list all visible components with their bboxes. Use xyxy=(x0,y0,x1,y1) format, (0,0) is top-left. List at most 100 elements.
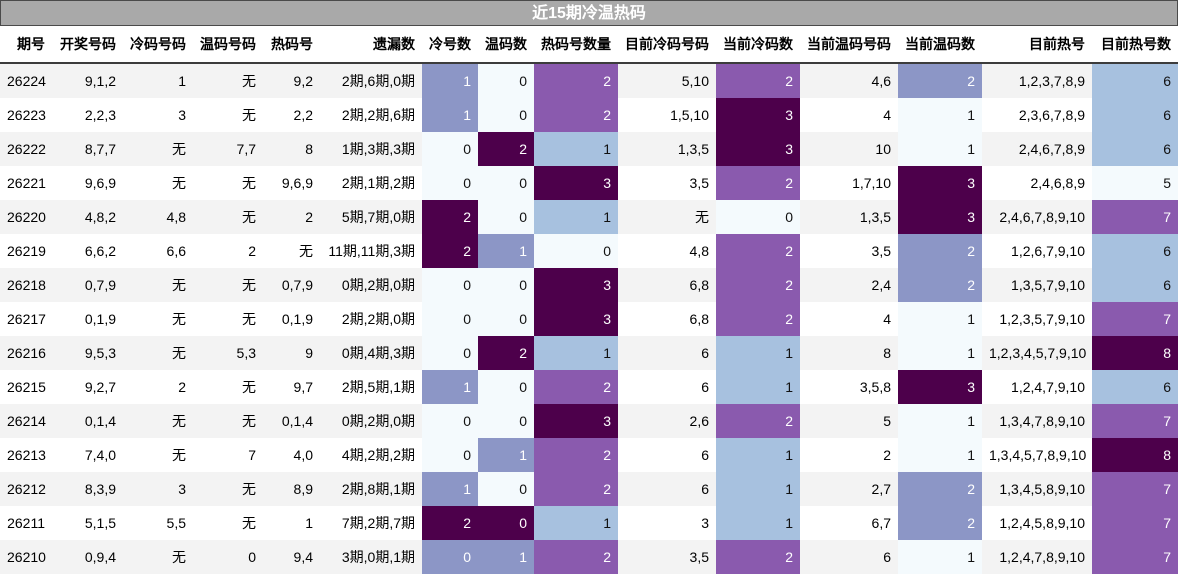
cell-warm-count: 0 xyxy=(478,166,534,200)
cell-period: 26224 xyxy=(0,63,52,98)
cell-current-warm-count: 3 xyxy=(898,166,982,200)
cell-current-hot-numbers: 1,2,3,4,5,7,9,10 xyxy=(982,336,1092,370)
cell-warm-count: 1 xyxy=(478,234,534,268)
cell-current-cold-count: 0 xyxy=(716,200,800,234)
cell-missing-count: 1期,3期,3期 xyxy=(320,132,422,166)
cell-cold-count: 0 xyxy=(422,166,478,200)
cell-current-hot-count: 5 xyxy=(1092,166,1178,200)
cell-warm-count: 0 xyxy=(478,200,534,234)
cell-cold-count: 0 xyxy=(422,404,478,438)
cell-warm-count: 1 xyxy=(478,438,534,472)
cell-missing-count: 4期,2期,2期 xyxy=(320,438,422,472)
cell-hot-count: 1 xyxy=(534,132,618,166)
header-hot-numbers: 热码号 xyxy=(263,26,320,64)
cell-current-cold-numbers: 5,10 xyxy=(618,63,716,98)
cell-draw-numbers: 7,4,0 xyxy=(52,438,123,472)
cell-current-warm-numbers: 5 xyxy=(800,404,898,438)
cell-draw-numbers: 8,7,7 xyxy=(52,132,123,166)
cell-draw-numbers: 9,5,3 xyxy=(52,336,123,370)
cell-current-cold-numbers: 4,8 xyxy=(618,234,716,268)
cell-current-hot-count: 6 xyxy=(1092,370,1178,404)
cell-current-hot-numbers: 2,4,6,7,8,9 xyxy=(982,132,1092,166)
cell-current-cold-count: 2 xyxy=(716,166,800,200)
cell-current-cold-count: 1 xyxy=(716,506,800,540)
cell-cold-numbers: 3 xyxy=(123,98,193,132)
cell-current-cold-count: 2 xyxy=(716,540,800,574)
cell-current-cold-numbers: 无 xyxy=(618,200,716,234)
table-row: 26223 2,2,3 3 无 2,2 2期,2期,6期 1 0 2 1,5,10 3 4 1 2,3,6… xyxy=(0,98,1178,132)
cell-current-hot-count: 8 xyxy=(1092,336,1178,370)
cell-missing-count: 5期,7期,0期 xyxy=(320,200,422,234)
cell-current-warm-count: 3 xyxy=(898,200,982,234)
cell-period: 26223 xyxy=(0,98,52,132)
cell-hot-numbers: 1 xyxy=(263,506,320,540)
cell-current-cold-numbers: 1,3,5 xyxy=(618,132,716,166)
cell-warm-numbers: 5,3 xyxy=(193,336,263,370)
cell-current-warm-count: 2 xyxy=(898,472,982,506)
cell-hot-count: 1 xyxy=(534,336,618,370)
cell-warm-count: 0 xyxy=(478,268,534,302)
cell-current-cold-count: 3 xyxy=(716,132,800,166)
cell-current-hot-numbers: 1,3,5,7,9,10 xyxy=(982,268,1092,302)
cell-period: 26211 xyxy=(0,506,52,540)
cell-current-cold-count: 1 xyxy=(716,438,800,472)
cell-hot-count: 3 xyxy=(534,166,618,200)
cell-hot-count: 2 xyxy=(534,63,618,98)
cell-cold-numbers: 4,8 xyxy=(123,200,193,234)
cell-current-hot-numbers: 1,3,4,5,8,9,10 xyxy=(982,472,1092,506)
cell-current-cold-count: 1 xyxy=(716,370,800,404)
cell-cold-numbers: 无 xyxy=(123,336,193,370)
cell-current-hot-numbers: 2,3,6,7,8,9 xyxy=(982,98,1092,132)
cell-missing-count: 0期,2期,0期 xyxy=(320,404,422,438)
table-row: 26220 4,8,2 4,8 无 2 5期,7期,0期 2 0 1 无 0 1,3,5 3 2,4,6,… xyxy=(0,200,1178,234)
cell-cold-numbers: 2 xyxy=(123,370,193,404)
cell-period: 26214 xyxy=(0,404,52,438)
cell-period: 26217 xyxy=(0,302,52,336)
cell-draw-numbers: 8,3,9 xyxy=(52,472,123,506)
cell-current-cold-count: 2 xyxy=(716,302,800,336)
cell-current-cold-count: 2 xyxy=(716,404,800,438)
cell-warm-count: 2 xyxy=(478,336,534,370)
cell-current-warm-count: 1 xyxy=(898,302,982,336)
cell-cold-numbers: 无 xyxy=(123,166,193,200)
cell-warm-numbers: 无 xyxy=(193,98,263,132)
header-missing-count: 遗漏数 xyxy=(320,26,422,64)
cell-current-warm-numbers: 6,7 xyxy=(800,506,898,540)
cell-current-hot-numbers: 1,3,4,5,7,8,9,10 xyxy=(982,438,1092,472)
cell-warm-numbers: 2 xyxy=(193,234,263,268)
cell-current-hot-count: 8 xyxy=(1092,438,1178,472)
cell-warm-numbers: 无 xyxy=(193,472,263,506)
cell-hot-count: 2 xyxy=(534,540,618,574)
cell-current-cold-numbers: 6 xyxy=(618,370,716,404)
cell-cold-count: 0 xyxy=(422,132,478,166)
header-current-cold-count: 当前冷码数 xyxy=(716,26,800,64)
cell-current-hot-numbers: 1,2,3,5,7,9,10 xyxy=(982,302,1092,336)
cell-hot-numbers: 8 xyxy=(263,132,320,166)
cell-cold-numbers: 6,6 xyxy=(123,234,193,268)
table-row: 26211 5,1,5 5,5 无 1 7期,2期,7期 2 0 1 3 1 6,7 2 1,2,4,5,… xyxy=(0,506,1178,540)
cell-current-cold-numbers: 6,8 xyxy=(618,302,716,336)
cell-current-warm-numbers: 3,5,8 xyxy=(800,370,898,404)
cell-period: 26218 xyxy=(0,268,52,302)
cell-current-warm-numbers: 4 xyxy=(800,302,898,336)
cell-draw-numbers: 4,8,2 xyxy=(52,200,123,234)
cell-draw-numbers: 9,6,9 xyxy=(52,166,123,200)
cell-warm-numbers: 无 xyxy=(193,200,263,234)
cell-warm-numbers: 7 xyxy=(193,438,263,472)
cell-cold-count: 0 xyxy=(422,438,478,472)
cell-draw-numbers: 2,2,3 xyxy=(52,98,123,132)
header-warm-numbers: 温码号码 xyxy=(193,26,263,64)
cell-current-warm-numbers: 2 xyxy=(800,438,898,472)
cell-cold-count: 2 xyxy=(422,506,478,540)
cell-current-warm-count: 1 xyxy=(898,98,982,132)
table-row: 26214 0,1,4 无无 0,1,4 0期,2期,0期 0 0 3 2,6 2 5 1 1,3,4,… xyxy=(0,404,1178,438)
cell-hot-count: 2 xyxy=(534,472,618,506)
cell-draw-numbers: 9,1,2 xyxy=(52,63,123,98)
header-row: 期号 开奖号码 冷码号码 温码号码 热码号 遗漏数 冷号数 温码数 热码号数量 目前冷码号码 当前冷… xyxy=(0,26,1178,64)
cell-current-hot-numbers: 1,2,4,5,8,9,10 xyxy=(982,506,1092,540)
cell-hot-count: 2 xyxy=(534,438,618,472)
cell-cold-numbers: 无 xyxy=(123,268,193,302)
cell-warm-numbers: 无 xyxy=(193,404,263,438)
cell-hot-numbers: 0,1,4 xyxy=(263,404,320,438)
